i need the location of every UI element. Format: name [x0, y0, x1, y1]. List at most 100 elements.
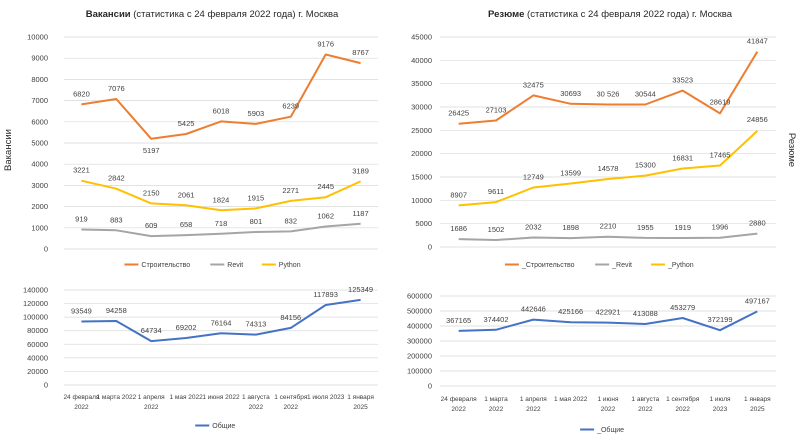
data-label: 718: [215, 219, 228, 228]
data-label: 2445: [317, 182, 334, 191]
y-tick-label: 600000: [407, 292, 432, 301]
legend-label: Python: [279, 262, 301, 269]
y-tick-label: 8000: [31, 75, 48, 84]
series-line-Python: [458, 130, 758, 207]
data-label: 3221: [73, 166, 90, 175]
data-label: 28619: [710, 97, 731, 106]
y-tick-label: 45000: [411, 33, 432, 42]
data-label: 24856: [747, 115, 768, 124]
data-label: 2210: [600, 222, 617, 231]
data-label: 2842: [108, 174, 125, 183]
data-label: 919: [75, 215, 88, 224]
legend-label: Revit: [227, 262, 243, 269]
chart-vac_top: 0 1000 2000 3000 4000 5000 6000 7000 8000 9000 100…: [27, 33, 378, 269]
data-label: 26425: [448, 109, 469, 118]
series-line-Строительство: [458, 51, 759, 125]
x-tick-label: 2022: [144, 404, 159, 411]
data-label: 1502: [488, 225, 505, 234]
x-tick-label: 1 марта 2022: [96, 394, 136, 401]
data-label: 1915: [248, 193, 265, 202]
right-y-axis-title: Резюме: [786, 133, 797, 167]
data-label: 94258: [106, 306, 127, 315]
x-tick-label: 1 апреля: [520, 396, 547, 403]
y-tick-label: 40000: [411, 56, 432, 65]
right-chart-title: Резюме (статистика с 24 февраля 2022 год…: [488, 9, 733, 20]
left-y-axis-title: Вакансии: [3, 129, 14, 171]
y-tick-label: 0: [428, 382, 432, 391]
legend-label: _Python: [667, 262, 694, 269]
x-tick-label: 24 февраля: [441, 396, 477, 403]
y-tick-label: 200000: [407, 352, 432, 361]
y-tick-label: 60000: [27, 340, 48, 349]
y-tick-label: 500000: [407, 307, 432, 316]
data-label: 1919: [674, 223, 691, 232]
x-tick-label: 2022: [74, 404, 89, 411]
data-label: 422921: [595, 308, 620, 317]
data-label: 14578: [598, 164, 619, 173]
x-tick-label: 1 сентября: [274, 393, 308, 401]
data-label: 5197: [143, 146, 160, 155]
data-label: 453279: [670, 303, 695, 312]
data-label: 1187: [352, 209, 368, 218]
chart-vac_bottom: 0 20000 40000 60000 80000 100000 120000 140000 9…: [23, 285, 378, 430]
data-label: 64734: [141, 326, 162, 335]
data-label: 3189: [352, 166, 369, 175]
data-label: 33523: [672, 76, 693, 85]
data-label: 69202: [176, 323, 197, 332]
y-tick-label: 5000: [415, 219, 432, 228]
x-tick-label: 2022: [526, 406, 541, 413]
data-label: 497167: [745, 296, 770, 305]
y-tick-label: 10000: [411, 196, 432, 205]
data-label: 15300: [635, 161, 656, 170]
series-line-Общие: [81, 298, 361, 343]
data-label: 74313: [245, 320, 266, 329]
y-tick-label: 10000: [27, 33, 48, 42]
data-label: 27103: [486, 106, 507, 115]
data-label: 84156: [280, 313, 301, 322]
y-tick-label: 25000: [411, 126, 432, 135]
data-label: 6239: [282, 102, 299, 111]
right-title-bold: Резюме: [488, 9, 524, 20]
data-label: 6820: [73, 89, 90, 98]
left-title-rest: (статистика с 24 февраля 2022 года) г. М…: [131, 9, 339, 20]
data-label: 1062: [317, 211, 334, 220]
data-label: 2150: [143, 188, 160, 197]
legend-label: _Общие: [596, 426, 624, 434]
y-tick-label: 4000: [31, 160, 48, 169]
y-tick-label: 3000: [31, 181, 48, 190]
data-label: 801: [250, 217, 263, 226]
y-tick-label: 0: [44, 381, 48, 390]
y-tick-label: 5000: [31, 139, 48, 148]
x-tick-label: 1 июня 2022: [202, 394, 240, 401]
x-tick-label: 24 февраля: [63, 394, 99, 401]
x-tick-label: 1 января: [347, 394, 374, 401]
data-label: 883: [110, 215, 123, 224]
series-line-Python: [81, 179, 362, 212]
data-label: 2061: [178, 190, 195, 199]
y-tick-label: 140000: [23, 286, 48, 295]
data-label: 41847: [747, 37, 768, 46]
y-tick-label: 7000: [31, 96, 48, 105]
x-tick-label: 2023: [713, 406, 728, 413]
legend-label: Общие: [212, 422, 235, 430]
data-label: 117893: [313, 290, 337, 299]
x-tick-label: 2022: [284, 404, 299, 411]
x-tick-label: 1 января: [744, 396, 771, 403]
data-label: 30693: [560, 89, 581, 98]
data-label: 658: [180, 220, 193, 229]
x-tick-label: 1 июня: [597, 396, 619, 403]
y-tick-label: 2000: [31, 202, 48, 211]
data-label: 9611: [488, 187, 504, 196]
chart-res_top: 0 5000 10000 15000 20000 25000 30000 35000 40000…: [411, 33, 776, 269]
y-tick-label: 20000: [27, 367, 48, 376]
series-line-Revit: [458, 232, 758, 241]
data-label: 12749: [523, 173, 544, 182]
series-line-Строительство: [81, 53, 361, 140]
y-tick-label: 300000: [407, 337, 432, 346]
x-tick-label: 1 августа: [242, 394, 270, 401]
data-label: 1686: [450, 224, 467, 233]
y-tick-label: 100000: [23, 313, 48, 322]
y-tick-label: 20000: [411, 149, 432, 158]
plots-layer: 0 1000 2000 3000 4000 5000 6000 7000 8000 9000 100…: [23, 33, 776, 434]
chart-res_bottom: 0 100000 200000 300000 400000 500000 600000 367…: [407, 292, 776, 434]
